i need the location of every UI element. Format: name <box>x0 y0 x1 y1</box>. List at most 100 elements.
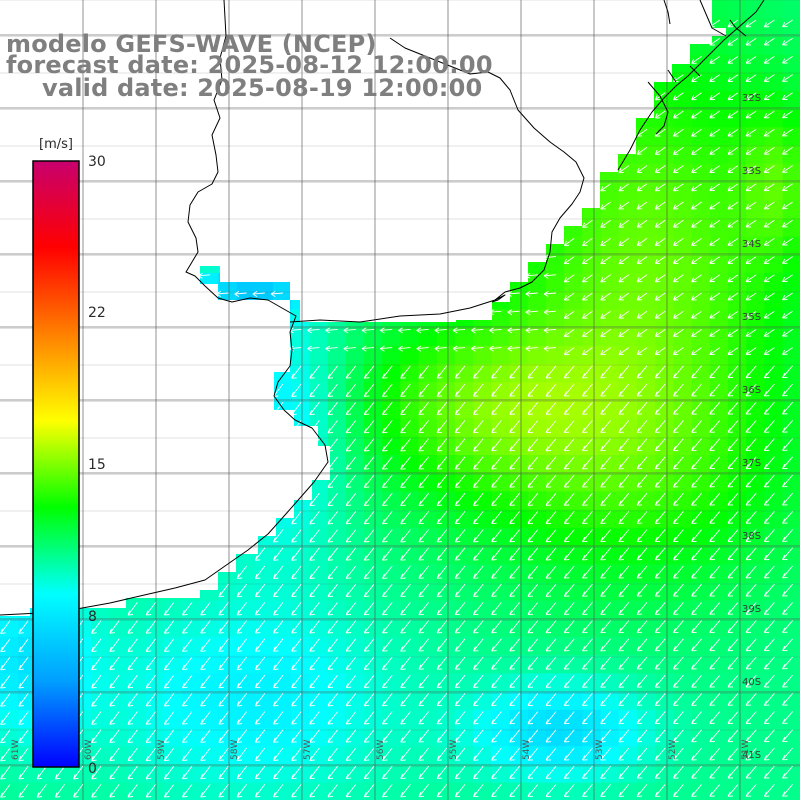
wind-arrow <box>709 92 721 101</box>
wind-arrow <box>363 438 375 452</box>
latitude-label: 38S <box>742 531 761 542</box>
wind-arrow <box>691 420 702 433</box>
latitude-label: 33S <box>742 166 761 177</box>
wind-arrow <box>91 711 102 725</box>
wind-arrow <box>727 92 739 101</box>
wind-arrow <box>272 674 284 689</box>
wind-arrow <box>582 693 593 706</box>
wind-arrow <box>782 583 793 597</box>
wind-arrow <box>582 711 593 725</box>
wind-arrow <box>691 201 702 210</box>
wind-arrow <box>727 383 739 397</box>
wind-arrow <box>343 327 356 334</box>
wind-arrow <box>636 602 648 615</box>
wind-arrow <box>691 747 702 761</box>
wind-arrow <box>745 693 757 706</box>
wind-arrow <box>509 638 520 652</box>
wind-arrow <box>73 765 84 780</box>
wind-arrow <box>782 784 793 797</box>
wind-arrow <box>782 19 793 28</box>
wind-arrow <box>691 274 702 283</box>
wind-arrow <box>763 656 775 670</box>
wind-arrow <box>54 765 65 780</box>
wind-arrow <box>509 547 520 561</box>
wind-arrow <box>254 602 266 616</box>
wind-arrow <box>618 329 630 337</box>
wind-arrow <box>691 165 702 174</box>
wind-arrow <box>763 602 775 615</box>
wind-arrow <box>745 438 757 451</box>
wind-arrow <box>763 456 775 470</box>
wind-arrow <box>527 383 539 397</box>
wind-arrow <box>345 456 357 470</box>
wind-arrow <box>527 511 539 525</box>
wind-arrow <box>382 674 393 689</box>
wind-arrow <box>291 602 302 616</box>
wind-arrow <box>454 784 466 798</box>
wind-arrow <box>618 729 630 743</box>
wind-arrow <box>327 511 338 525</box>
wind-arrow <box>709 529 721 542</box>
wind-arrow <box>400 547 411 561</box>
wind-arrow <box>454 565 466 579</box>
wind-arrow <box>709 56 721 64</box>
wind-arrow <box>127 711 138 725</box>
wind-arrow <box>272 784 284 798</box>
wind-arrow <box>345 438 357 452</box>
wind-arrow <box>691 347 702 356</box>
wind-arrow <box>763 183 775 192</box>
wind-arrow <box>582 529 593 543</box>
wind-arrow <box>745 729 757 743</box>
wind-arrow <box>434 327 447 334</box>
wind-arrow <box>782 201 793 210</box>
wind-arrow <box>636 674 648 688</box>
wind-arrow <box>489 345 502 352</box>
wind-arrow <box>527 620 539 634</box>
wind-arrow <box>672 201 684 210</box>
wind-arrow <box>600 456 611 470</box>
wind-arrow <box>400 438 411 452</box>
wind-arrow <box>727 201 739 210</box>
wind-arrow <box>654 347 666 356</box>
wind-arrow <box>727 165 739 173</box>
wind-arrow <box>509 765 520 779</box>
wind-arrow <box>763 529 775 542</box>
wind-arrow <box>254 620 266 634</box>
wind-arrow <box>400 420 411 434</box>
wind-arrow <box>491 711 502 725</box>
wind-arrow <box>272 547 284 561</box>
wind-arrow <box>672 165 684 174</box>
wind-arrow <box>454 401 466 415</box>
wind-arrow <box>691 365 702 379</box>
forecast-date: forecast date: 2025-08-12 12:00:00 <box>6 51 493 79</box>
wind-arrow <box>127 729 138 743</box>
wind-arrow <box>582 656 593 670</box>
wind-arrow <box>436 656 448 670</box>
wind-arrow <box>563 784 575 797</box>
wind-arrow <box>636 511 648 524</box>
wind-arrow <box>345 565 357 579</box>
wind-arrow <box>672 456 684 470</box>
wind-arrow <box>727 456 739 470</box>
wind-arrow <box>145 602 156 616</box>
latitude-label: 34S <box>742 239 761 250</box>
wind-arrow <box>782 56 793 64</box>
wind-arrow <box>109 729 120 743</box>
wind-arrow <box>489 327 502 334</box>
wind-arrow <box>691 219 702 228</box>
wind-arrow <box>727 620 739 633</box>
wind-arrow <box>745 19 757 28</box>
wind-arrow <box>398 327 411 334</box>
wind-arrow <box>763 693 775 706</box>
wind-arrow <box>509 711 520 725</box>
wind-arrow <box>363 747 375 761</box>
wind-arrow <box>291 674 302 689</box>
wind-arrow <box>600 401 611 415</box>
wind-arrow <box>291 656 302 670</box>
wind-arrow <box>418 784 429 798</box>
wind-arrow <box>182 602 193 616</box>
wind-arrow <box>345 365 357 379</box>
wind-arrow <box>672 310 684 319</box>
wind-arrow <box>363 583 375 598</box>
